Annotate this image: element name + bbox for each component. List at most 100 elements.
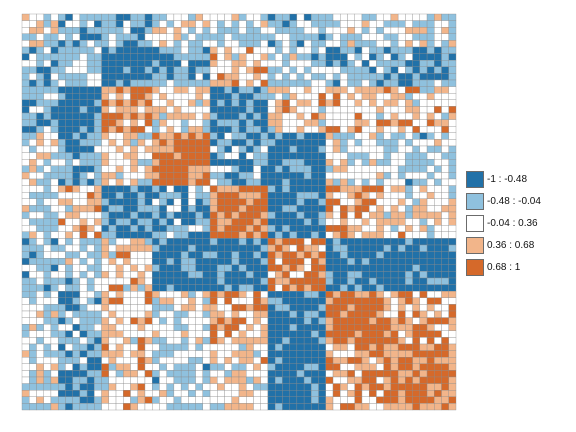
heatmap-cell <box>347 13 355 21</box>
heatmap-cell <box>202 172 211 180</box>
heatmap-cell <box>303 357 312 364</box>
heatmap-cell <box>260 304 269 312</box>
heatmap-cell <box>21 277 30 285</box>
heatmap-cell <box>376 231 384 239</box>
heatmap-cell <box>274 291 283 298</box>
heatmap-cell <box>94 383 102 391</box>
heatmap-cell <box>144 284 153 292</box>
heatmap-cell <box>419 112 428 120</box>
heatmap-cell <box>441 211 449 219</box>
heatmap-cell <box>217 291 225 298</box>
heatmap-cell <box>246 132 254 140</box>
heatmap-cell <box>426 79 435 87</box>
heatmap-cell <box>86 390 95 397</box>
heatmap-cell <box>43 112 52 120</box>
heatmap-cell <box>354 145 363 153</box>
heatmap-cell <box>325 304 334 312</box>
heatmap-cell <box>274 99 283 107</box>
heatmap-cell <box>152 231 160 239</box>
heatmap-cell <box>202 106 211 114</box>
heatmap-cell <box>86 350 95 358</box>
heatmap-cell <box>426 396 435 404</box>
heatmap-cell <box>325 264 334 272</box>
heatmap-cell <box>65 231 73 239</box>
heatmap-cell <box>173 126 182 133</box>
heatmap-cell <box>253 99 261 107</box>
heatmap-cell <box>412 324 421 331</box>
heatmap-cell <box>434 211 442 219</box>
heatmap-cell <box>419 126 428 133</box>
heatmap-cell <box>166 225 175 232</box>
heatmap-cell <box>101 99 109 107</box>
heatmap-cell <box>246 211 254 219</box>
heatmap-cell <box>130 40 138 48</box>
heatmap-cell <box>217 251 225 259</box>
heatmap-cell <box>231 145 240 153</box>
heatmap-cell <box>274 33 283 41</box>
heatmap-cell <box>101 60 109 67</box>
heatmap-cell <box>318 33 326 41</box>
heatmap-cell <box>260 238 269 246</box>
heatmap-cell <box>94 60 102 67</box>
heatmap-cell <box>94 172 102 180</box>
heatmap-cell <box>152 20 160 28</box>
heatmap-cell <box>253 178 261 186</box>
heatmap-cell <box>101 86 109 94</box>
heatmap-cell <box>137 20 146 28</box>
heatmap-cell <box>376 324 384 331</box>
heatmap-cell <box>224 126 232 133</box>
heatmap-cell <box>282 99 290 107</box>
heatmap-cell <box>296 13 305 21</box>
heatmap-cell <box>217 86 225 94</box>
heatmap-cell <box>43 370 52 378</box>
heatmap-cell <box>137 363 146 371</box>
heatmap-cell <box>369 258 377 265</box>
heatmap-cell <box>173 205 182 213</box>
heatmap-cell <box>369 396 377 404</box>
heatmap-cell <box>390 198 399 206</box>
heatmap-cell <box>188 324 196 331</box>
heatmap-cell <box>115 297 124 305</box>
heatmap-cell <box>36 132 44 140</box>
heatmap-cell <box>253 330 261 338</box>
heatmap-cell <box>36 60 44 67</box>
heatmap-cell <box>166 284 175 292</box>
heatmap-cell <box>354 343 363 351</box>
heatmap-cell <box>325 73 334 81</box>
heatmap-cell <box>246 363 254 371</box>
heatmap-cell <box>318 277 326 285</box>
heatmap-cell <box>86 343 95 351</box>
heatmap-cell <box>79 73 88 81</box>
heatmap-cell <box>282 119 290 127</box>
heatmap-cell <box>289 225 298 232</box>
heatmap-cell <box>332 106 341 114</box>
heatmap-cell <box>289 192 298 199</box>
heatmap-cell <box>397 86 406 94</box>
heatmap-cell <box>376 178 384 186</box>
heatmap-cell <box>86 251 95 259</box>
heatmap-cell <box>238 330 247 338</box>
heatmap-cell <box>231 205 240 213</box>
heatmap-cell <box>166 119 175 127</box>
heatmap-cell <box>340 119 348 127</box>
heatmap-cell <box>253 145 261 153</box>
heatmap-cell <box>361 244 370 252</box>
heatmap-cell <box>260 132 269 140</box>
heatmap-cell <box>72 363 81 371</box>
heatmap-cell <box>397 211 406 219</box>
heatmap-cell <box>383 185 392 193</box>
heatmap-cell <box>361 231 370 239</box>
heatmap-cell <box>202 126 211 133</box>
heatmap-cell <box>152 112 160 120</box>
heatmap-cell <box>130 383 138 391</box>
heatmap-cell <box>289 218 298 226</box>
heatmap-cell <box>115 383 124 391</box>
heatmap-cell <box>231 192 240 199</box>
heatmap-cell <box>448 198 457 206</box>
heatmap-cell <box>296 231 305 239</box>
heatmap-cell <box>325 152 334 160</box>
heatmap-cell <box>65 53 73 61</box>
heatmap-cell <box>130 284 138 292</box>
heatmap-cell <box>72 317 81 325</box>
heatmap-cell <box>383 343 392 351</box>
